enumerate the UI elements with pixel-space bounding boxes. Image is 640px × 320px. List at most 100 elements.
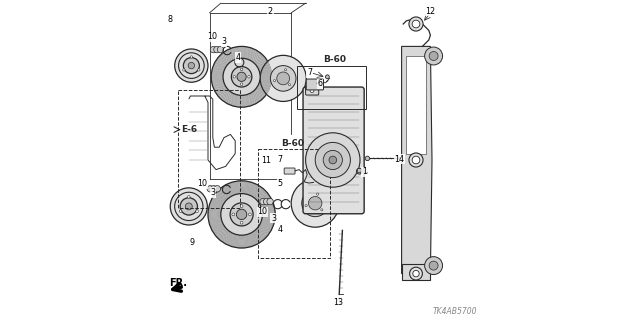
Circle shape: [305, 204, 307, 207]
Text: 13: 13: [333, 298, 344, 307]
Circle shape: [264, 198, 270, 205]
Circle shape: [241, 68, 243, 71]
Circle shape: [233, 76, 236, 78]
Circle shape: [214, 186, 220, 192]
Bar: [178, 90, 240, 208]
Circle shape: [179, 210, 182, 212]
Circle shape: [248, 213, 252, 216]
Circle shape: [365, 156, 370, 161]
Text: 4: 4: [277, 225, 282, 234]
Circle shape: [321, 209, 323, 211]
Circle shape: [356, 168, 362, 174]
Polygon shape: [402, 46, 432, 274]
Text: 7: 7: [277, 155, 283, 164]
Text: 7: 7: [307, 68, 312, 77]
Circle shape: [180, 198, 197, 215]
Circle shape: [190, 56, 193, 58]
Circle shape: [214, 46, 220, 53]
Polygon shape: [406, 56, 426, 154]
Circle shape: [236, 209, 247, 220]
Circle shape: [241, 83, 243, 85]
Circle shape: [232, 67, 252, 87]
Circle shape: [198, 69, 200, 71]
Circle shape: [188, 62, 195, 69]
Circle shape: [429, 261, 438, 270]
Polygon shape: [402, 264, 430, 280]
Circle shape: [183, 69, 185, 71]
Text: E-6: E-6: [181, 125, 197, 134]
Text: 5: 5: [277, 179, 283, 188]
Circle shape: [412, 156, 420, 164]
Circle shape: [221, 194, 262, 235]
Circle shape: [410, 267, 422, 280]
Circle shape: [289, 84, 291, 86]
FancyBboxPatch shape: [303, 87, 364, 214]
Circle shape: [211, 186, 217, 192]
Text: 10: 10: [207, 32, 217, 41]
Circle shape: [413, 270, 419, 277]
Circle shape: [210, 46, 216, 53]
Circle shape: [273, 80, 276, 82]
Bar: [297, 66, 366, 109]
Circle shape: [425, 257, 443, 275]
Circle shape: [207, 186, 214, 192]
FancyBboxPatch shape: [357, 169, 361, 172]
Circle shape: [409, 153, 423, 167]
Circle shape: [240, 221, 243, 224]
Text: 3: 3: [221, 37, 227, 46]
Circle shape: [184, 58, 200, 74]
Circle shape: [196, 210, 198, 212]
Text: 3: 3: [271, 214, 276, 223]
Circle shape: [326, 75, 330, 79]
Circle shape: [186, 203, 192, 210]
Circle shape: [218, 46, 224, 53]
FancyBboxPatch shape: [307, 79, 323, 90]
Text: B-60: B-60: [323, 55, 346, 64]
Circle shape: [211, 46, 272, 107]
Circle shape: [223, 58, 260, 95]
Circle shape: [248, 76, 250, 78]
Circle shape: [175, 49, 208, 82]
Text: 11: 11: [261, 156, 271, 165]
Circle shape: [260, 198, 266, 205]
Circle shape: [230, 203, 253, 226]
Bar: [258, 149, 330, 258]
Circle shape: [237, 72, 246, 81]
Circle shape: [306, 133, 360, 187]
Circle shape: [170, 188, 207, 225]
Circle shape: [409, 17, 423, 31]
Text: 2: 2: [268, 7, 273, 16]
Circle shape: [317, 193, 319, 195]
Circle shape: [323, 150, 342, 170]
Circle shape: [425, 47, 443, 65]
Circle shape: [310, 89, 314, 92]
Circle shape: [315, 142, 351, 178]
Circle shape: [291, 179, 339, 227]
Text: 10: 10: [257, 207, 268, 216]
Text: 6: 6: [317, 79, 323, 88]
Circle shape: [270, 66, 296, 91]
FancyBboxPatch shape: [306, 86, 319, 95]
Circle shape: [232, 213, 235, 216]
Text: 4: 4: [236, 53, 240, 62]
Text: 14: 14: [394, 155, 404, 164]
Circle shape: [285, 69, 287, 71]
Circle shape: [240, 205, 243, 207]
Text: 12: 12: [426, 7, 435, 16]
Text: 9: 9: [189, 238, 195, 247]
FancyBboxPatch shape: [284, 168, 295, 174]
Circle shape: [412, 20, 420, 28]
Circle shape: [308, 196, 322, 210]
Text: FR.: FR.: [169, 277, 188, 288]
Circle shape: [188, 196, 190, 198]
Circle shape: [329, 156, 337, 164]
Text: 2: 2: [268, 7, 273, 16]
Circle shape: [302, 190, 329, 217]
Text: 3: 3: [211, 188, 215, 197]
Circle shape: [267, 198, 273, 205]
Text: B-60: B-60: [282, 139, 304, 148]
Text: 1: 1: [362, 167, 367, 176]
Circle shape: [208, 181, 275, 248]
Text: 10: 10: [198, 180, 207, 188]
Circle shape: [429, 52, 438, 60]
